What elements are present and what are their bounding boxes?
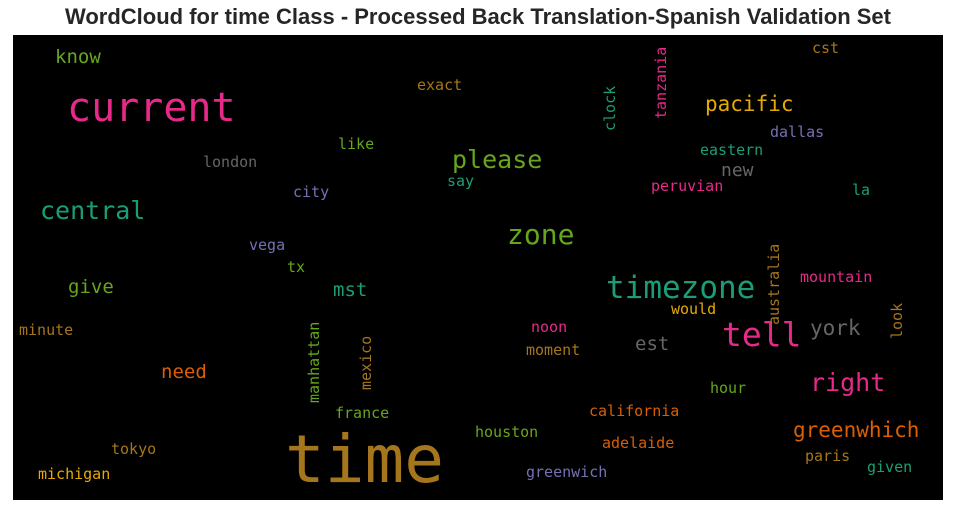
word-minute: minute	[19, 321, 74, 339]
word-city: city	[293, 183, 330, 201]
word-time: time	[285, 421, 444, 498]
word-france: france	[335, 404, 390, 422]
word-say: say	[447, 172, 475, 190]
word-greenwich: greenwich	[526, 463, 608, 481]
word-york: york	[810, 316, 861, 340]
word-cst: cst	[812, 39, 840, 57]
word-zone: zone	[507, 218, 575, 251]
word-tx: tx	[287, 258, 306, 276]
word-timezone: timezone	[606, 270, 756, 306]
word-please: please	[452, 145, 543, 174]
word-moment: moment	[526, 341, 581, 359]
word-central: central	[40, 196, 146, 225]
word-eastern: eastern	[700, 141, 764, 159]
word-michigan: michigan	[38, 465, 111, 483]
word-australia: australia	[765, 243, 783, 325]
word-london: london	[203, 153, 258, 171]
word-right: right	[810, 368, 886, 397]
word-mst: mst	[333, 279, 368, 301]
word-new: new	[721, 160, 754, 181]
word-clock: clock	[601, 85, 619, 131]
word-like: like	[338, 135, 375, 153]
word-would: would	[671, 300, 717, 318]
word-tokyo: tokyo	[111, 440, 157, 458]
word-adelaide: adelaide	[602, 434, 675, 452]
word-peruvian: peruvian	[651, 177, 724, 195]
word-mexico: mexico	[357, 335, 375, 390]
word-current: current	[67, 85, 236, 131]
word-tanzania: tanzania	[652, 46, 670, 119]
word-pacific: pacific	[705, 92, 794, 116]
word-la: la	[852, 181, 871, 199]
word-given: given	[867, 458, 913, 476]
word-dallas: dallas	[770, 123, 825, 141]
word-manhattan: manhattan	[305, 321, 323, 403]
word-houston: houston	[475, 423, 539, 441]
word-look: look	[888, 302, 906, 339]
page-title: WordCloud for time Class - Processed Bac…	[64, 4, 891, 29]
word-est: est	[635, 333, 670, 355]
word-mountain: mountain	[800, 268, 873, 286]
word-greenwhich: greenwhich	[793, 418, 920, 442]
word-noon: noon	[531, 318, 568, 336]
word-know: know	[55, 46, 101, 68]
word-hour: hour	[710, 379, 747, 397]
word-vega: vega	[249, 236, 286, 254]
word-california: california	[589, 402, 680, 420]
word-give: give	[68, 276, 114, 298]
word-exact: exact	[417, 76, 463, 94]
word-tell: tell	[722, 315, 802, 354]
word-need: need	[161, 361, 207, 383]
word-paris: paris	[805, 447, 851, 465]
word-cloud: time current timezone tell zone central …	[13, 35, 943, 500]
